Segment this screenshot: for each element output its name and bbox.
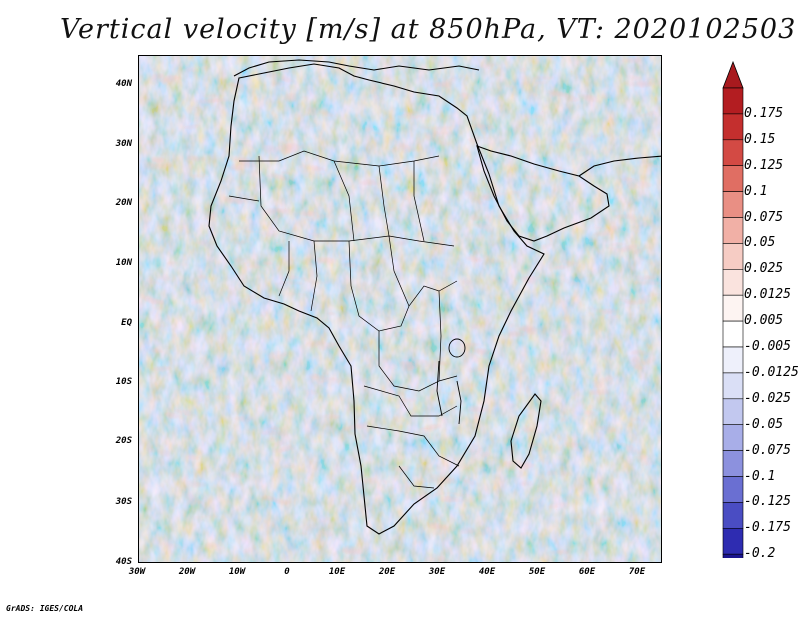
colorbar-label: -0.125	[744, 494, 791, 510]
lon-label: 10E	[328, 567, 346, 577]
colorbar-label: -0.025	[744, 390, 791, 406]
country-borders	[228, 150, 460, 489]
lon-label: 30E	[428, 567, 446, 577]
lon-label: 10W	[228, 567, 246, 577]
colorbar-swatch	[722, 165, 744, 192]
colorbar-label: -0.075	[744, 442, 791, 458]
lat-label: 20S	[115, 436, 132, 446]
lon-label: 70E	[628, 567, 646, 577]
lat-label: EQ	[121, 318, 132, 328]
lat-label: 40S	[115, 557, 132, 567]
chart-title: Vertical velocity [m/s] at 850hPa, VT: 2…	[60, 14, 797, 45]
persian-gulf	[578, 155, 661, 177]
colorbar-label: -0.0125	[744, 364, 799, 380]
colorbar-label: 0.175	[744, 105, 784, 121]
lon-label: 40E	[478, 567, 496, 577]
colorbar-swatch	[722, 191, 744, 218]
colorbar-label: 0.025	[744, 261, 784, 277]
colorbar-label: 0.15	[744, 131, 776, 147]
colorbar-label: 0.005	[744, 313, 784, 329]
colorbar-swatch	[722, 113, 744, 141]
colorbar-swatch	[722, 217, 744, 244]
madagascar	[510, 393, 542, 469]
europe-coast	[233, 59, 480, 77]
colorbar-label: -0.1	[744, 468, 776, 484]
velocity-updrafts	[139, 56, 661, 562]
colorbar-swatch	[722, 502, 744, 529]
colorbar-swatch	[722, 243, 744, 270]
colorbar-swatch	[722, 527, 744, 555]
lat-label: 30S	[115, 497, 132, 507]
credit-text: GrADS: IGES/COLA	[6, 604, 84, 613]
colorbar-swatch	[722, 139, 744, 167]
colorbar-label: 0.1	[744, 183, 768, 199]
lat-label: 10N	[115, 258, 132, 268]
lat-label: 40N	[115, 79, 132, 89]
colorbar-swatch	[722, 450, 744, 477]
colorbar-label: -0.05	[744, 416, 784, 432]
lat-label: 20N	[115, 198, 132, 208]
colorbar-swatch	[722, 424, 744, 451]
lon-label: 0	[284, 567, 290, 577]
colorbar-swatch	[722, 372, 744, 400]
coastlines	[208, 59, 661, 535]
colorbar-label: -0.2	[744, 546, 776, 562]
map-canvas	[139, 56, 661, 562]
colorbar-label: 0.125	[744, 157, 784, 173]
lon-label: 30W	[128, 567, 146, 577]
lakes	[436, 338, 466, 425]
colorbar-label: 0.05	[744, 235, 776, 251]
colorbar-swatch	[722, 398, 744, 425]
lon-label: 50E	[528, 567, 546, 577]
lon-label: 20W	[178, 567, 196, 577]
arabia-coast	[476, 145, 610, 242]
colorbar	[722, 60, 744, 558]
colorbar-swatch	[722, 320, 744, 348]
colorbar-swatch	[722, 553, 744, 558]
colorbar-swatch	[722, 87, 744, 115]
colorbar-swatch	[722, 269, 744, 296]
colorbar-label: 0.075	[744, 209, 784, 225]
colorbar-top-arrow	[722, 60, 744, 89]
colorbar-label: -0.175	[744, 520, 791, 536]
lat-label: 10S	[115, 377, 132, 387]
lat-label: 30N	[115, 139, 132, 149]
colorbar-label: -0.005	[744, 339, 791, 354]
lon-label: 60E	[578, 567, 596, 577]
colorbar-label: 0.0125	[744, 287, 791, 303]
africa-coastline	[208, 63, 545, 535]
map-panel[interactable]	[138, 55, 662, 563]
colorbar-swatch	[722, 294, 744, 322]
colorbar-swatch	[722, 346, 744, 374]
colorbar-swatch	[722, 476, 744, 503]
lon-label: 20E	[378, 567, 396, 577]
